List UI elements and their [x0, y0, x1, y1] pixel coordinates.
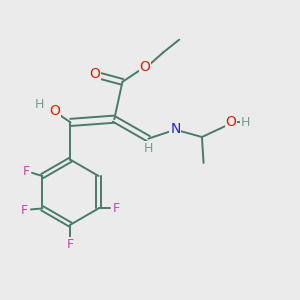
Text: H: H: [144, 142, 153, 155]
Text: O: O: [226, 116, 237, 129]
Text: O: O: [89, 67, 100, 81]
Text: F: F: [22, 165, 30, 178]
Text: F: F: [113, 202, 120, 215]
Text: N: N: [170, 122, 181, 136]
Text: H: H: [241, 116, 250, 129]
Text: F: F: [67, 238, 74, 250]
Text: H: H: [35, 98, 44, 111]
Text: O: O: [49, 104, 60, 118]
Text: F: F: [21, 203, 28, 217]
Text: O: O: [140, 60, 151, 74]
